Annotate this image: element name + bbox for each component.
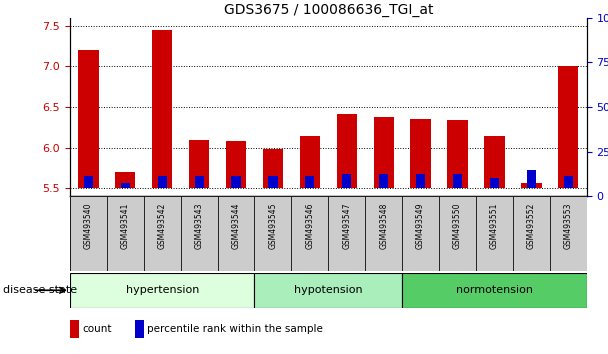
Text: GSM493551: GSM493551: [490, 202, 499, 249]
Text: GSM493552: GSM493552: [527, 202, 536, 249]
Bar: [416, 174, 425, 188]
Text: hypotension: hypotension: [294, 285, 362, 295]
Bar: [70, 320, 79, 338]
Bar: [305, 176, 314, 188]
Text: GSM493542: GSM493542: [157, 202, 167, 249]
Text: hypertension: hypertension: [125, 285, 199, 295]
Bar: [291, 196, 328, 271]
Bar: [78, 50, 98, 188]
Bar: [373, 117, 394, 188]
Bar: [232, 176, 241, 188]
Bar: [195, 176, 204, 188]
Bar: [402, 196, 439, 271]
Text: GSM493540: GSM493540: [84, 202, 93, 249]
Bar: [365, 196, 402, 271]
Bar: [490, 178, 499, 188]
Bar: [521, 183, 542, 188]
Bar: [513, 196, 550, 271]
Title: GDS3675 / 100086636_TGI_at: GDS3675 / 100086636_TGI_at: [224, 3, 433, 17]
Text: GSM493546: GSM493546: [305, 202, 314, 249]
Bar: [263, 149, 283, 188]
Bar: [300, 136, 320, 188]
Text: GSM493543: GSM493543: [195, 202, 204, 249]
Bar: [157, 176, 167, 188]
Bar: [226, 141, 246, 188]
Text: normotension: normotension: [456, 285, 533, 295]
Bar: [70, 196, 107, 271]
Bar: [218, 196, 255, 271]
Bar: [189, 139, 209, 188]
Text: GSM493549: GSM493549: [416, 202, 425, 249]
Text: GSM493548: GSM493548: [379, 202, 388, 249]
Text: disease state: disease state: [3, 285, 77, 295]
Text: GSM493547: GSM493547: [342, 202, 351, 249]
Bar: [152, 30, 172, 188]
Bar: [550, 196, 587, 271]
Text: GSM493550: GSM493550: [453, 202, 462, 249]
Bar: [268, 176, 277, 188]
Bar: [337, 114, 357, 188]
Bar: [453, 174, 462, 188]
Bar: [107, 196, 143, 271]
Bar: [379, 174, 389, 188]
Text: GSM493541: GSM493541: [121, 202, 130, 249]
Text: count: count: [83, 324, 112, 334]
Text: percentile rank within the sample: percentile rank within the sample: [147, 324, 323, 334]
Text: GSM493553: GSM493553: [564, 202, 573, 249]
Bar: [564, 176, 573, 188]
Text: GSM493545: GSM493545: [269, 202, 277, 249]
Bar: [121, 183, 130, 188]
Bar: [70, 196, 587, 271]
Bar: [181, 196, 218, 271]
Bar: [527, 171, 536, 188]
Bar: [70, 273, 255, 308]
Bar: [476, 196, 513, 271]
Bar: [485, 136, 505, 188]
Text: GSM493544: GSM493544: [232, 202, 241, 249]
Bar: [342, 174, 351, 188]
Bar: [255, 273, 402, 308]
Bar: [328, 196, 365, 271]
Bar: [84, 176, 93, 188]
Bar: [255, 196, 291, 271]
Bar: [115, 172, 136, 188]
Bar: [447, 120, 468, 188]
Bar: [402, 273, 587, 308]
Bar: [558, 67, 578, 188]
Bar: [143, 196, 181, 271]
Bar: [134, 320, 144, 338]
Bar: [410, 119, 430, 188]
Bar: [439, 196, 476, 271]
